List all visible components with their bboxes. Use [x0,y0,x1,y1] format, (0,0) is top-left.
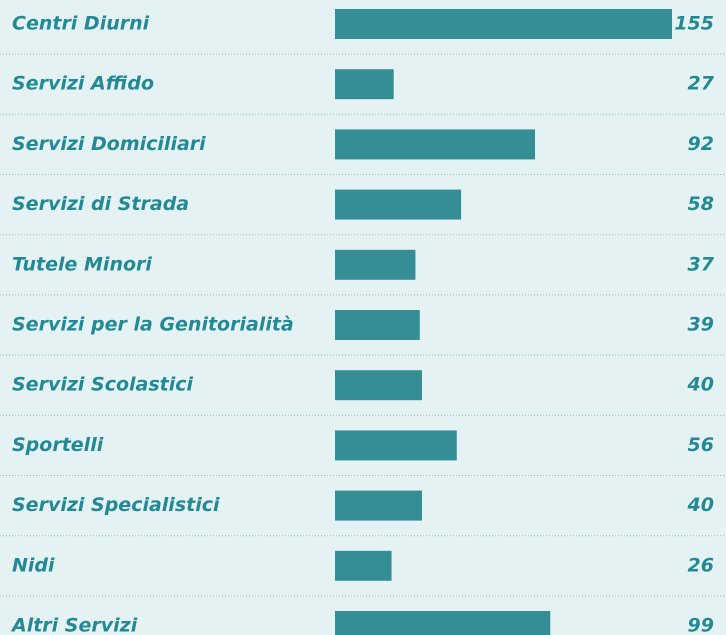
category-label: Sportelli [12,434,104,456]
category-label: Nidi [12,554,55,576]
bar [335,69,394,100]
category-label: Centri Diurni [12,13,150,35]
value-label: 26 [688,554,714,576]
bar [335,550,392,581]
category-label: Servizi Specialistici [12,494,220,516]
value-label: 40 [687,374,714,396]
value-label: 99 [688,615,714,635]
value-label: 39 [688,314,714,336]
bar [335,611,551,635]
bar [335,9,672,39]
value-label: 92 [688,133,714,155]
value-label: 37 [688,253,715,275]
bar [335,490,422,521]
value-label: 155 [674,13,714,35]
category-label: Servizi Domiciliari [12,133,206,155]
value-label: 58 [688,193,714,215]
category-label: Altri Servizi [10,615,138,635]
category-label: Servizi per la Genitorialità [12,314,294,336]
category-label: Servizi Scolastici [12,374,194,396]
category-label: Servizi Affido [12,73,154,95]
bar [335,249,416,280]
bar [335,310,420,340]
bar [335,370,422,401]
value-label: 27 [688,73,715,95]
bar [335,189,462,220]
category-label: Tutele Minori [12,253,152,275]
value-label: 56 [688,434,714,456]
bar [335,430,457,461]
category-label: Servizi di Strada [12,193,189,215]
value-label: 40 [687,494,714,516]
bar [335,129,536,160]
